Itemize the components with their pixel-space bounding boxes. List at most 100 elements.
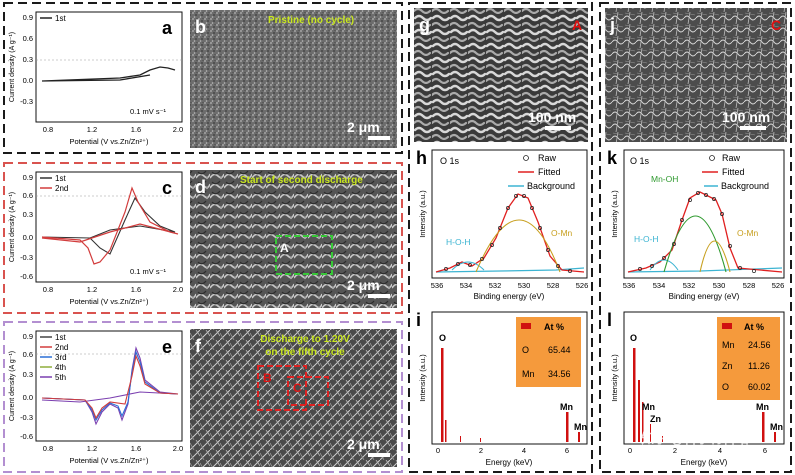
panel-i-letter: i — [416, 310, 421, 330]
panel-l-table-value: 11.26 — [748, 361, 770, 371]
panel-h-xtick: 536 — [431, 281, 444, 290]
panel-h-raw-point — [506, 206, 510, 210]
panel-l-letter: l — [607, 310, 612, 330]
panel-a-ytick: 0.3 — [23, 55, 33, 64]
watermark: 知乎 @科学材料站 — [641, 431, 748, 446]
panel-l-atomic-table — [717, 317, 780, 400]
panel-l-ylabel: Intensity (a.u.) — [610, 354, 619, 402]
panel-e-legend-3rd: 3rd — [55, 353, 67, 362]
panel-i-edx-bar-mn2 — [578, 432, 580, 442]
panel-h-raw-point — [546, 248, 550, 252]
group-border-cd — [3, 162, 403, 314]
panel-e-ytick: -0.3 — [20, 413, 33, 422]
panel-c-xtick: 1.6 — [131, 285, 141, 294]
group-border-ef — [3, 321, 403, 473]
panel-e-xtick: 0.8 — [43, 444, 53, 453]
panel-d-caption: Start of second discharge — [240, 175, 363, 186]
panel-d-sem-image — [190, 170, 397, 308]
panel-l-table-element: O — [722, 382, 729, 392]
panel-k-raw-point — [662, 256, 666, 260]
panel-j-sem-image — [605, 8, 787, 142]
panel-c-cv-2nd — [41, 186, 179, 265]
group-border-ab — [3, 2, 403, 154]
panel-g: g A 100 nm — [414, 8, 588, 142]
panel-e-yticks: 0.9 0.6 0.3 0.0 -0.3 -0.6 — [20, 332, 33, 441]
panel-l-peak-o: O — [630, 333, 637, 343]
panel-e-ytick: -0.6 — [20, 432, 33, 441]
panel-k-raw-point — [728, 244, 732, 248]
panel-k-peak-omn: O-Mn — [737, 228, 759, 238]
panel-k-xtick: 534 — [653, 281, 666, 290]
panel-e: 1st 2nd 3rd 4th 5th e 0.9 0.6 0.3 0.0 -0… — [9, 330, 183, 465]
panel-b-sem-image — [190, 10, 397, 148]
panel-b: b Pristine (no cycle) 2 μm — [190, 10, 397, 148]
panel-f-region-label-b: B — [263, 371, 272, 385]
panel-h-letter: h — [416, 148, 427, 168]
panel-e-legend-1st: 1st — [55, 333, 66, 342]
panel-i-edx-bar-mn — [566, 412, 569, 442]
panel-e-xtick: 1.2 — [87, 444, 97, 453]
panel-f-sem-image — [190, 329, 397, 467]
panel-k-raw-point — [696, 191, 700, 195]
panel-l-peak-mn2: Mn — [770, 422, 783, 432]
panel-k-xtick: 530 — [713, 281, 726, 290]
panel-c-ylabel: Current density (A g⁻¹) — [9, 192, 16, 262]
panel-d-scale-bar — [368, 294, 390, 298]
panel-k-raw-point — [720, 212, 724, 216]
panel-h-raw-point — [522, 194, 526, 198]
panel-k-xticks: 536 534 532 530 528 526 — [623, 281, 785, 290]
panel-f-scale-bar — [368, 453, 390, 457]
panel-i-ylabel: Intensity (a.u.) — [418, 354, 427, 402]
panel-l-edx-bar-zn-l — [642, 402, 644, 442]
panel-c-legend-1st: 1st — [55, 174, 66, 183]
panel-b-letter: b — [195, 17, 206, 37]
panel-l-edx-bar-mn-l — [638, 380, 640, 442]
panel-h-element: O 1s — [440, 156, 460, 166]
panel-d-region-label: A — [280, 241, 289, 255]
panel-a-xticks: 0.8 1.2 1.6 2.0 — [43, 125, 183, 134]
panel-l-xtick: 0 — [628, 446, 632, 455]
panel-e-frame — [35, 330, 183, 442]
panel-h-legend-fitted: Fitted — [538, 167, 561, 177]
panel-i-peak-o: O — [439, 333, 446, 343]
panel-a-ytick: 0.9 — [23, 13, 33, 22]
panel-k-omn-component — [699, 240, 731, 273]
panel-k-legend-fitted: Fitted — [722, 167, 745, 177]
panel-i-xtick: 2 — [479, 446, 483, 455]
panel-k-peak-mnoh: Mn-OH — [651, 174, 678, 184]
panel-c-xlabel: Potential (V vs.Zn/Zn²⁺) — [70, 297, 149, 306]
panel-b-scale-label: 2 μm — [347, 119, 380, 135]
panel-a-ytick: 0.0 — [23, 76, 33, 85]
panel-l-edx-bar-mn — [762, 412, 765, 442]
panel-a-xtick: 1.2 — [87, 125, 97, 134]
panel-k-fitted-line — [627, 191, 783, 273]
panel-l-xticks: 0 2 4 6 — [628, 446, 767, 455]
panel-i-table-value: 34.56 — [548, 369, 571, 379]
panel-i-edx-bar — [460, 436, 461, 442]
panel-k-raw-point — [712, 197, 716, 201]
panel-e-ytick: 0.9 — [23, 332, 33, 341]
panel-l-xtick: 2 — [673, 446, 677, 455]
panel-i-xticks: 0 2 4 6 — [436, 446, 569, 455]
panel-h-xtick: 534 — [460, 281, 473, 290]
panel-a-legend-1st: 1st — [55, 14, 66, 23]
panel-d-scale-label: 2 μm — [347, 277, 380, 293]
panel-l-edx-bar — [650, 424, 651, 442]
panel-h-raw-point — [444, 267, 448, 271]
panel-e-ytick: 0.3 — [23, 370, 33, 379]
panel-c-ytick: 0.6 — [23, 191, 33, 200]
panel-l-table-element: Zn — [722, 361, 733, 371]
panel-l-table-header: At % — [744, 322, 764, 332]
panel-h: h O 1s Raw Fitted Background H-O-H O-Mn … — [416, 148, 588, 301]
panel-g-letter: g — [419, 15, 430, 35]
panel-h-hoh-component — [451, 261, 485, 271]
panel-h-raw-point — [480, 257, 484, 261]
panel-h-frame — [431, 149, 588, 279]
panel-e-legend-2nd: 2nd — [55, 343, 68, 352]
panel-k-peak-hoh: H-O-H — [634, 234, 659, 244]
panel-h-ylabel: Intensity (a.u.) — [418, 190, 427, 238]
panel-f-letter: f — [195, 336, 202, 356]
panel-c-ytick: -0.6 — [20, 272, 33, 281]
panel-a-xtick: 2.0 — [173, 125, 183, 134]
